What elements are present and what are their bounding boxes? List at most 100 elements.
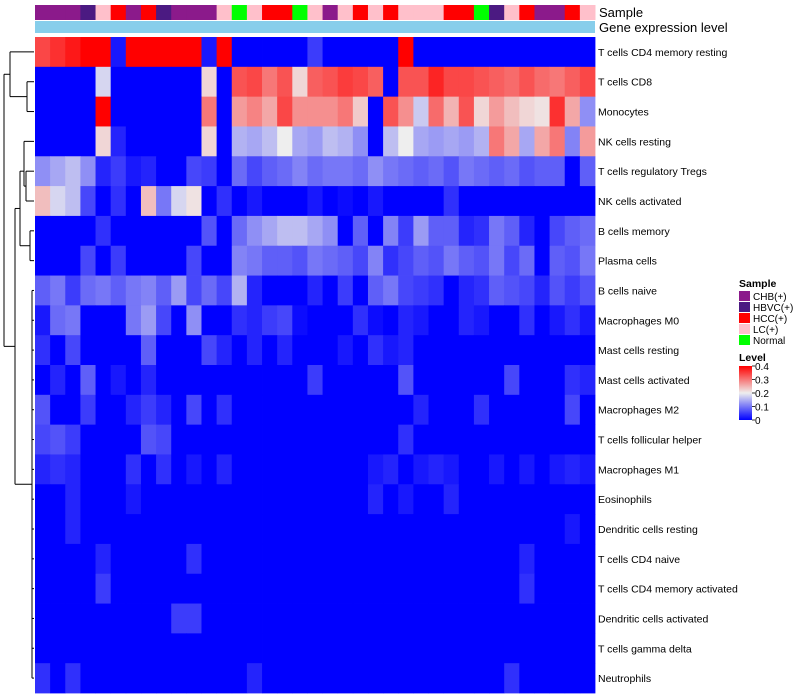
- heatmap-cell: [352, 603, 369, 634]
- heatmap-cell: [35, 484, 51, 515]
- heatmap-cell: [140, 603, 157, 634]
- heatmap-cell: [579, 156, 596, 187]
- heatmap-cell: [337, 663, 354, 694]
- heatmap-cell: [95, 484, 112, 515]
- heatmap-cell: [110, 484, 127, 515]
- heatmap-cell: [489, 573, 505, 604]
- heatmap-cell: [564, 394, 581, 426]
- sample-annotation-cell: [80, 5, 97, 20]
- heatmap-cell: [549, 156, 566, 187]
- heatmap-cell: [367, 96, 384, 127]
- heatmap-cell: [367, 186, 384, 217]
- heatmap-cell: [171, 543, 187, 575]
- heatmap-cell: [80, 96, 96, 127]
- heatmap-cell: [337, 365, 354, 396]
- heatmap-cell: [398, 66, 414, 98]
- heatmap-cell: [322, 215, 339, 247]
- heatmap-cell: [186, 37, 202, 68]
- heatmap-cell: [201, 96, 218, 127]
- heatmap-cell: [125, 603, 142, 634]
- heatmap-cell: [156, 484, 172, 515]
- heatmap-cell: [383, 126, 399, 157]
- row-label: Neutrophils: [598, 673, 651, 685]
- heatmap-cell: [367, 126, 384, 157]
- sample-annotation-cell: [367, 5, 384, 20]
- heatmap-cell: [337, 424, 354, 455]
- sample-annotation-cell: [564, 5, 581, 20]
- heatmap-cell: [398, 633, 414, 664]
- heatmap-cell: [519, 66, 535, 98]
- heatmap-cell: [186, 305, 202, 336]
- heatmap-cell: [443, 245, 460, 276]
- heatmap-cell: [458, 305, 475, 336]
- heatmap-cell: [519, 215, 535, 247]
- heatmap-cell: [277, 394, 293, 426]
- heatmap-cell: [473, 484, 490, 515]
- heatmap-cell: [110, 394, 127, 426]
- heatmap-cell: [398, 454, 414, 485]
- heatmap-cell: [534, 37, 550, 68]
- heatmap-cell: [398, 126, 414, 157]
- heatmap-cell: [428, 365, 445, 396]
- sample-track-label: Sample: [599, 5, 643, 20]
- heatmap-cell: [292, 424, 308, 455]
- heatmap-cell: [186, 156, 202, 187]
- heatmap-cell: [171, 603, 187, 634]
- heatmap-cell: [95, 126, 112, 157]
- heatmap-cell: [186, 245, 202, 276]
- heatmap-cell: [383, 66, 399, 98]
- heatmap-cell: [489, 424, 505, 455]
- heatmap-cell: [140, 633, 157, 664]
- heatmap-cell: [156, 365, 172, 396]
- heatmap-cell: [307, 573, 323, 604]
- heatmap-cell: [80, 454, 96, 485]
- heatmap-cell: [156, 66, 172, 98]
- heatmap-cell: [110, 156, 127, 187]
- row-label: T cells CD4 memory resting: [598, 47, 727, 59]
- heatmap-cell: [231, 365, 248, 396]
- heatmap-cell: [337, 484, 354, 515]
- sample-legend-label: CHB(+): [753, 292, 787, 303]
- heatmap-cell: [231, 305, 248, 336]
- heatmap-cell: [579, 633, 596, 664]
- heatmap-cell: [35, 305, 51, 336]
- heatmap-cell: [504, 454, 520, 485]
- heatmap-cell: [125, 543, 142, 575]
- heatmap-cell: [156, 543, 172, 575]
- heatmap-cell: [352, 335, 369, 366]
- heatmap-cell: [262, 156, 278, 187]
- heatmap-cell: [201, 156, 218, 187]
- heatmap-cell: [65, 245, 81, 276]
- heatmap-cell: [443, 156, 460, 187]
- heatmap-cell: [473, 126, 490, 157]
- heatmap-cell: [322, 633, 339, 664]
- heatmap-cell: [292, 663, 308, 694]
- heatmap-cell: [322, 365, 339, 396]
- heatmap-cell: [262, 484, 278, 515]
- heatmap-cell: [65, 96, 81, 127]
- heatmap-cell: [534, 394, 550, 426]
- heatmap-cell: [201, 66, 218, 98]
- heatmap-cell: [337, 245, 354, 276]
- heatmap-cell: [413, 126, 429, 157]
- heatmap-cell: [519, 514, 535, 545]
- heatmap-cell: [186, 543, 202, 575]
- heatmap-cell: [443, 454, 460, 485]
- heatmap-cell: [489, 275, 505, 306]
- heatmap-cell: [35, 424, 51, 455]
- heatmap-cell: [262, 335, 278, 366]
- sample-annotation-cell: [171, 5, 187, 20]
- heatmap-cell: [367, 215, 384, 247]
- heatmap-cell: [443, 365, 460, 396]
- heatmap-cell: [443, 514, 460, 545]
- row-label: B cells naive: [598, 286, 657, 298]
- heatmap-cell: [140, 245, 157, 276]
- heatmap-cell: [367, 424, 384, 455]
- heatmap-cell: [231, 37, 248, 68]
- sample-annotation-cell: [383, 5, 399, 20]
- heatmap-cell: [519, 126, 535, 157]
- heatmap-cell: [428, 126, 445, 157]
- heatmap-cell: [504, 514, 520, 545]
- heatmap-cell: [443, 603, 460, 634]
- heatmap-cell: [156, 633, 172, 664]
